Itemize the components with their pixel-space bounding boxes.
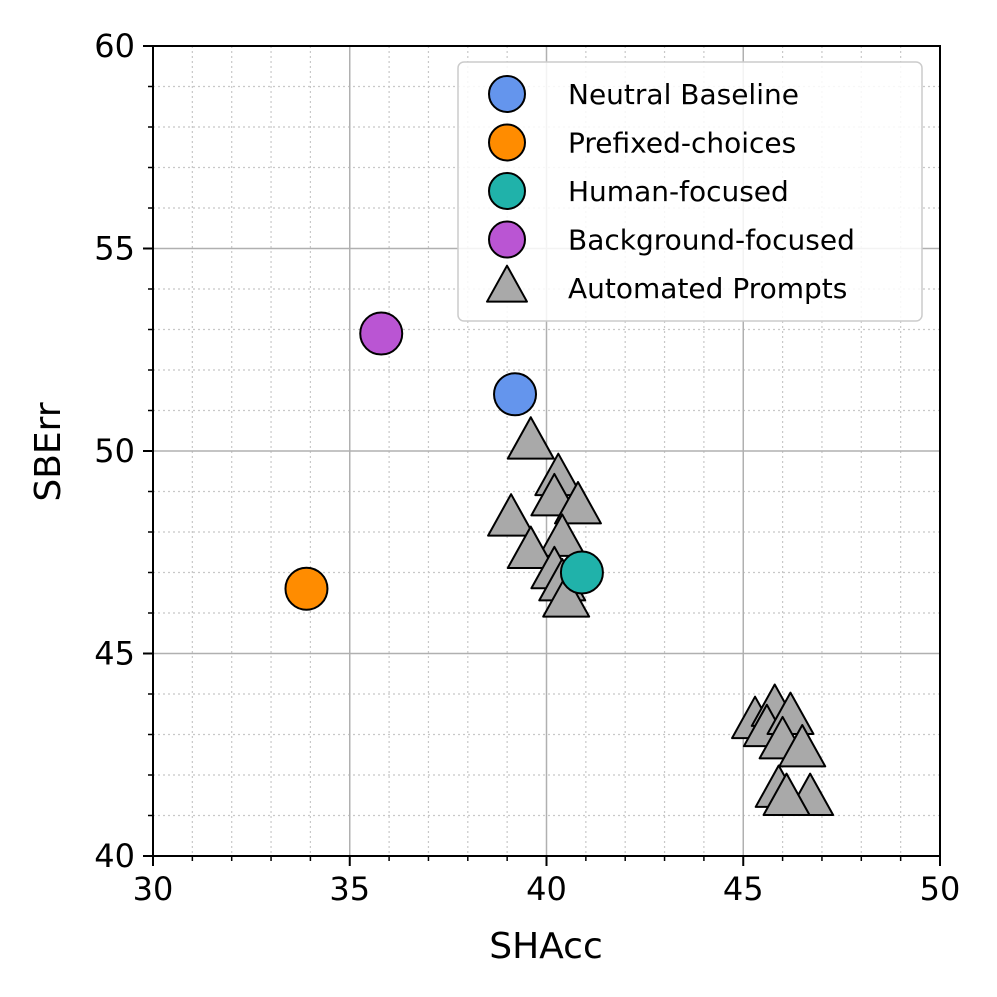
automated-prompts-markers bbox=[487, 416, 835, 817]
circle-markers bbox=[284, 311, 604, 611]
prefixed-choices-marker bbox=[284, 566, 329, 611]
automated-prompts-marker bbox=[542, 574, 591, 618]
legend: Neutral Baseline Prefixed-choices Human-fo… bbox=[457, 61, 923, 322]
legend-automated-prompts-label: Automated Prompts bbox=[568, 272, 847, 305]
y-tick-label: 60 bbox=[94, 27, 135, 65]
y-tick-label: 40 bbox=[94, 837, 135, 875]
automated-prompts-marker bbox=[487, 493, 536, 537]
human-focused-marker bbox=[559, 550, 604, 595]
automated-prompts-marker bbox=[762, 772, 811, 817]
axis-ticks: 30 35 40 45 50 40 45 50 55 60 bbox=[94, 27, 960, 908]
x-tick-label: 35 bbox=[329, 870, 370, 908]
x-axis-label: SHAcc bbox=[489, 926, 603, 967]
legend-neutral-baseline-label: Neutral Baseline bbox=[568, 78, 799, 111]
automated-prompts-marker bbox=[778, 724, 827, 768]
background-focused-marker bbox=[359, 311, 404, 356]
legend-human-focused-swatch bbox=[488, 172, 526, 210]
automated-prompts-marker bbox=[506, 525, 555, 569]
y-axis-label: SBErr bbox=[28, 402, 69, 501]
legend-background-focused-label: Background-focused bbox=[568, 224, 855, 257]
x-tick-label: 40 bbox=[526, 870, 567, 908]
legend-human-focused-label: Human-focused bbox=[568, 175, 789, 208]
legend-prefixed-choices-label: Prefixed-choices bbox=[568, 127, 796, 160]
x-tick-label: 50 bbox=[920, 870, 961, 908]
x-tick-label: 45 bbox=[723, 870, 764, 908]
y-tick-label: 55 bbox=[94, 230, 135, 268]
legend-automated-prompts-swatch bbox=[486, 264, 528, 303]
neutral-baseline-marker bbox=[493, 372, 538, 417]
legend-box bbox=[457, 61, 923, 322]
legend-neutral-baseline-swatch bbox=[488, 75, 526, 113]
automated-prompts-marker bbox=[506, 416, 555, 460]
legend-background-focused-swatch bbox=[488, 220, 526, 259]
x-tick-label: 30 bbox=[133, 870, 174, 908]
legend-prefixed-choices-swatch bbox=[488, 123, 526, 162]
automated-prompts-marker bbox=[538, 513, 587, 557]
y-tick-label: 50 bbox=[94, 432, 135, 470]
y-tick-label: 45 bbox=[94, 635, 135, 673]
automated-prompts-marker bbox=[553, 481, 602, 525]
